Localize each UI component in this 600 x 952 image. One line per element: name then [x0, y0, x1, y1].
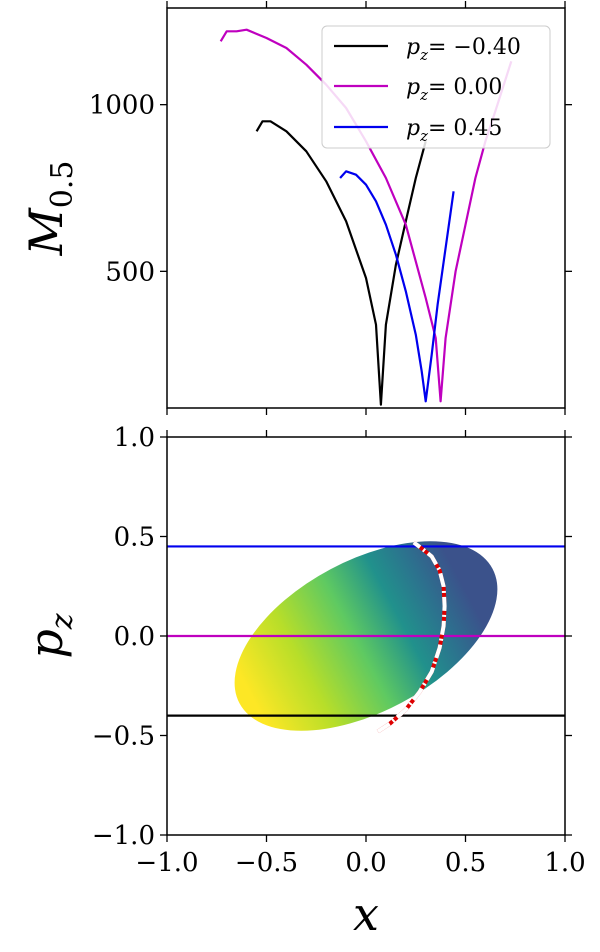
- bottom-ticks: −1.0 −0.5 0.0 0.5 1.0 −1.0 −0.5 0.0 0.5 1.0: [92, 423, 586, 878]
- bottom-xlabel: x: [353, 887, 379, 941]
- bottom-xtick-label: 0.0: [345, 848, 386, 878]
- top-series-group: [219, 28, 513, 406]
- series-line-blue: [339, 170, 455, 403]
- bottom-ylabel: pz: [19, 613, 80, 658]
- bottom-ytick-label: −1.0: [92, 821, 155, 851]
- bottom-content: [167, 540, 565, 734]
- hlines-group: [167, 545, 565, 717]
- bottom-xtick-label: 1.0: [544, 848, 585, 878]
- top-ytick-label: 1000: [89, 91, 155, 121]
- series-line-black: [255, 120, 427, 406]
- bottom-xtick-label: −1.0: [135, 848, 198, 878]
- bottom-ytick-label: 1.0: [114, 423, 155, 453]
- top-ytick-label: 500: [105, 257, 155, 287]
- bottom-panel: −1.0 −0.5 0.0 0.5 1.0 −1.0 −0.5 0.0 0.5 1.0 pz x: [19, 423, 586, 941]
- top-ylabel: M0.5: [19, 161, 80, 257]
- legend-entry-1: pz= −0.40: [406, 35, 521, 64]
- legend: pz= −0.40 pz= 0.00 pz= 0.45: [321, 25, 551, 149]
- series-line-magenta: [219, 28, 513, 403]
- top-panel: 500 1000 M0.5 pz= −0.40 pz= 0.00 pz= 0.45: [19, 1, 572, 415]
- bottom-ytick-label: −0.5: [92, 722, 155, 752]
- bottom-xtick-label: 0.5: [445, 848, 486, 878]
- dash-curve-group: [376, 540, 447, 734]
- bottom-ytick-label: 0.0: [114, 622, 155, 652]
- legend-entry-3: pz= 0.45: [406, 116, 502, 145]
- bottom-xtick-label: −0.5: [235, 848, 298, 878]
- bottom-ytick-label: 0.5: [114, 523, 155, 553]
- top-ticks: 500 1000: [89, 1, 572, 415]
- dash-curve-white: [376, 540, 447, 734]
- legend-entry-2: pz= 0.00: [406, 75, 502, 104]
- legend-box: [321, 25, 551, 149]
